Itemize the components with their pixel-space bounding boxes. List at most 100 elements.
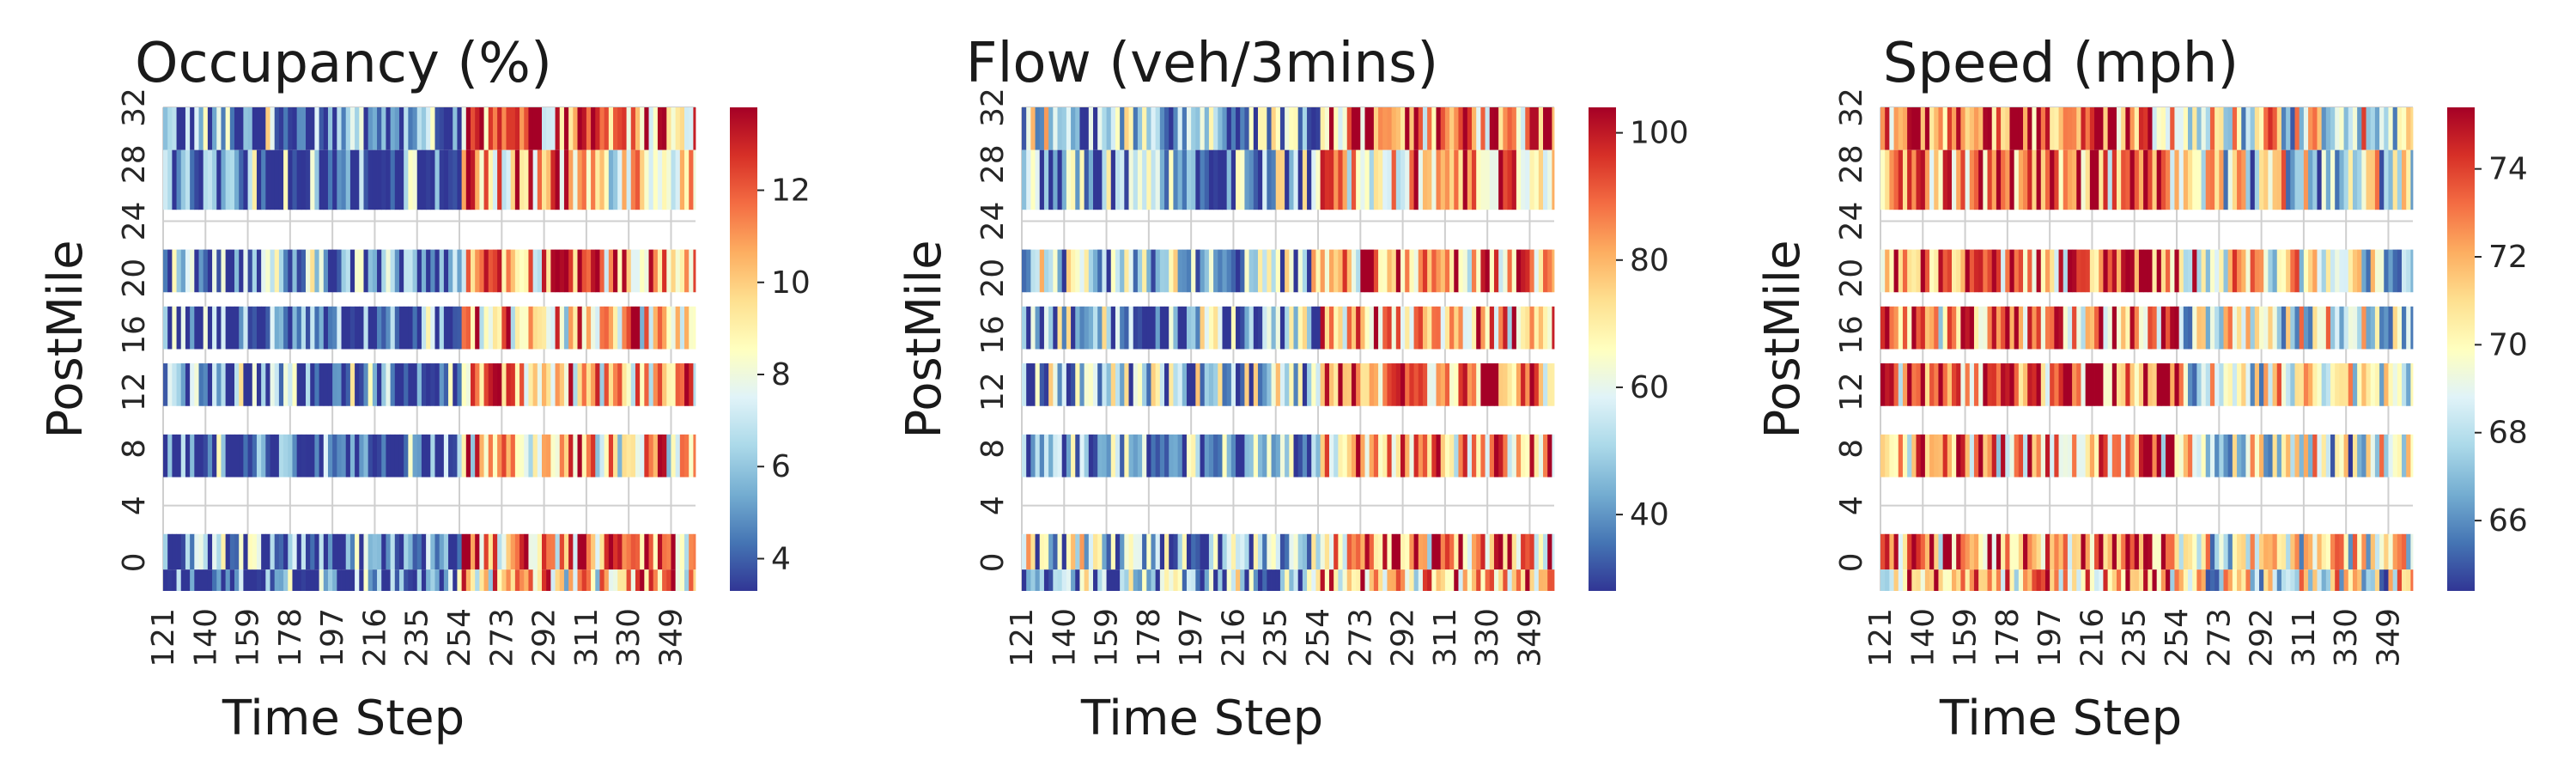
heatmap-cell: [2223, 149, 2229, 210]
heatmap-cell: [2361, 363, 2366, 406]
heatmap-cell: [434, 533, 440, 570]
heatmap-cell: [2384, 306, 2389, 350]
heatmap-cell: [2143, 149, 2148, 210]
heatmap-cell: [2245, 533, 2251, 570]
heatmap-cell: [404, 434, 409, 478]
heatmap-cell: [2232, 434, 2238, 478]
heatmap-cell: [2081, 533, 2087, 570]
heatmap-cell: [176, 569, 182, 591]
heatmap-cell: [693, 363, 696, 406]
heatmap-cell: [270, 434, 276, 478]
heatmap-cell: [2241, 306, 2246, 350]
heatmap-cell: [2241, 107, 2246, 150]
heatmap-cell: [1075, 533, 1080, 570]
heatmap-cell: [2312, 434, 2318, 478]
heatmap-cell: [470, 434, 476, 478]
heatmap-cell: [1387, 434, 1393, 478]
heatmap-cell: [2335, 363, 2340, 406]
heatmap-cell: [247, 533, 253, 570]
heatmap-cell: [190, 149, 195, 210]
heatmap-cell: [483, 306, 489, 350]
heatmap-cell: [1285, 569, 1290, 591]
heatmap-cell: [2081, 434, 2087, 478]
heatmap-cell: [1449, 363, 1455, 406]
heatmap-cell: [1110, 107, 1116, 150]
heatmap-cell: [2232, 363, 2238, 406]
heatmap-cell: [1346, 149, 1352, 210]
heatmap-cell: [1373, 434, 1379, 478]
heatmap-cell: [221, 306, 227, 350]
heatmap-cell: [1965, 363, 1971, 406]
heatmap-cell: [2187, 149, 2193, 210]
heatmap-cell: [1458, 107, 1464, 150]
heatmap-cell: [2321, 306, 2327, 350]
heatmap-cell: [265, 149, 270, 210]
heatmap-cell: [1267, 363, 1272, 406]
heatmap-cell: [2379, 107, 2385, 150]
heatmap-cell: [283, 363, 289, 406]
heatmap-cell: [1102, 363, 1107, 406]
heatmap-cell: [1889, 569, 1894, 591]
heatmap-cell: [1315, 363, 1321, 406]
heatmap-cell: [1529, 363, 1535, 406]
heatmap-cell: [2209, 533, 2215, 570]
heatmap-cell: [256, 249, 262, 293]
heatmap-cell: [283, 569, 289, 591]
heatmap-cell: [1061, 107, 1067, 150]
heatmap-cell: [2272, 363, 2278, 406]
heatmap-cell: [1395, 306, 1401, 350]
heatmap-cell: [167, 107, 173, 150]
heatmap-cell: [1218, 249, 1223, 293]
heatmap-cell: [604, 306, 610, 350]
heatmap-cell: [2160, 249, 2166, 293]
heatmap-cell: [675, 434, 681, 478]
heatmap-cell: [653, 533, 659, 570]
heatmap-cell: [506, 533, 512, 570]
heatmap-cell: [430, 363, 435, 406]
heatmap-cell: [1146, 363, 1151, 406]
heatmap-cell: [1244, 434, 1250, 478]
heatmap-cell: [1324, 107, 1330, 150]
heatmap-cell: [167, 569, 173, 591]
heatmap-cell: [163, 363, 168, 406]
heatmap-cell: [2215, 149, 2220, 210]
heatmap-cell: [1159, 249, 1165, 293]
heatmap-cell: [1472, 306, 1477, 350]
heatmap-cell: [2094, 533, 2099, 570]
heatmap-cell: [1476, 306, 1481, 350]
heatmap-cell: [1996, 434, 2002, 478]
heatmap-band: [163, 434, 696, 478]
heatmap-cell: [1030, 533, 1036, 570]
heatmap-cell: [492, 306, 498, 350]
heatmap-cell: [2223, 107, 2229, 150]
heatmap-cell: [2272, 533, 2278, 570]
heatmap-cell: [185, 533, 191, 570]
heatmap-cell: [2054, 107, 2059, 150]
heatmap-cell: [426, 149, 431, 210]
heatmap-cell: [1022, 533, 1027, 570]
heatmap-cell: [2259, 149, 2264, 210]
heatmap-cell: [1387, 569, 1393, 591]
heatmap-cell: [492, 249, 498, 293]
heatmap-cell: [1230, 569, 1236, 591]
heatmap-cell: [1257, 249, 1263, 293]
heatmap-cell: [2005, 149, 2010, 210]
heatmap-cell: [1516, 569, 1522, 591]
heatmap-cell: [2335, 434, 2340, 478]
heatmap-cell: [1093, 107, 1098, 150]
heatmap-cell: [1262, 569, 1267, 591]
heatmap-cell: [1364, 149, 1370, 210]
heatmap-cell: [1529, 434, 1535, 478]
x-tick-label: 216: [1216, 608, 1251, 667]
heatmap-cell: [439, 149, 445, 210]
heatmap-cell: [1133, 149, 1139, 210]
heatmap-cell: [1991, 249, 1997, 293]
heatmap-cell: [586, 434, 592, 478]
heatmap-cell: [644, 249, 649, 293]
heatmap-cell: [635, 533, 641, 570]
heatmap-cell: [180, 149, 186, 210]
heatmap-cell: [1275, 533, 1281, 570]
heatmap-cell: [1929, 306, 1935, 350]
heatmap-cell: [2388, 434, 2394, 478]
